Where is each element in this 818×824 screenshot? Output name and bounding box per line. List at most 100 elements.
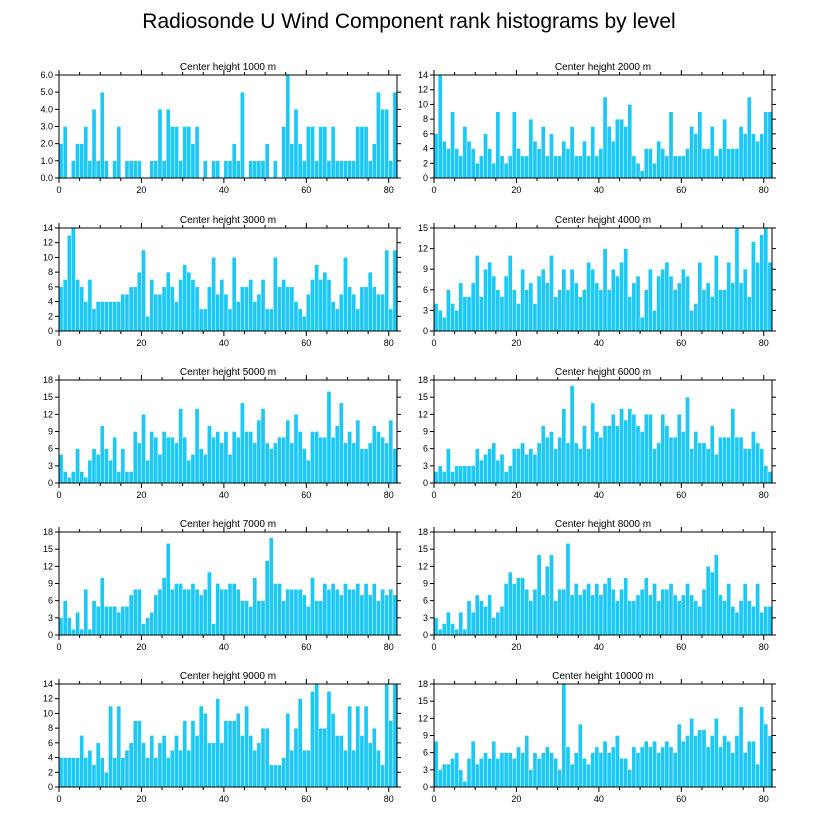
bar [79,143,84,179]
bar [697,262,703,332]
bar [635,594,641,636]
bar [157,454,163,484]
bar [709,296,715,332]
bar [244,600,249,636]
bar [100,91,105,179]
bar [454,148,459,179]
bar [660,148,666,179]
bar [594,583,600,636]
bar [132,720,138,788]
bar [718,289,723,332]
bar [763,465,769,484]
bar [215,698,220,788]
bar [606,126,612,179]
bar [578,296,583,332]
bar [747,741,752,788]
bar [528,769,534,788]
panel-8: Center height 8000 m 0 20 40 60 80 0 3 6 9 12 15 18 [418,519,776,652]
bar [256,419,262,484]
bar [116,126,122,179]
bar [475,255,480,332]
bar [458,611,464,636]
bar [631,414,637,484]
bar [751,606,756,636]
bar [718,746,723,788]
bar [62,757,68,788]
bar [252,160,258,179]
bar [108,606,113,636]
bar [318,437,324,484]
bar [306,294,311,332]
bar [660,589,666,636]
bar [194,735,200,788]
y-tick-label: 12 [418,85,428,95]
bar [297,589,303,636]
y-tick-label: 3 [423,765,428,775]
bar [446,289,451,332]
bar [141,414,146,484]
bar [281,757,286,788]
bar [763,111,769,179]
bar [223,589,229,636]
bar [437,769,443,788]
bar [759,234,764,332]
x-tick-label: 0 [56,794,61,804]
bar [466,600,472,636]
bar [726,148,731,179]
panel-title: Center height 7000 m [180,519,276,530]
bar [211,257,216,332]
bar [660,746,666,788]
bar [178,160,183,179]
bar [306,750,311,788]
bar [157,589,163,636]
bar [83,477,89,484]
x-tick-label: 40 [594,338,604,348]
y-tick-label: 0 [423,782,428,792]
y-tick-label: 0 [48,326,53,336]
panel-title: Center height 2000 m [555,62,651,73]
bar [437,465,443,484]
y-tick-label: 9 [423,427,428,437]
bar [656,275,661,332]
bar [734,735,740,788]
bar [153,594,159,636]
bar [503,471,509,484]
bar [627,296,633,332]
panel-9: Center height 9000 m 0 20 40 60 80 0 2 4 6 8 10 12 14 [43,671,401,804]
bar [108,301,113,332]
bar [367,594,373,636]
bar [553,155,558,179]
bar [524,454,530,484]
x-tick-label: 20 [136,642,146,652]
bar [462,126,468,179]
bar [685,396,690,484]
bar [644,577,649,636]
bar [635,425,641,484]
bar [734,611,740,636]
bar [648,746,653,788]
bar [433,471,439,484]
bar [437,629,443,636]
bar [355,583,361,636]
bar [211,623,216,636]
bar [644,414,649,484]
y-tick-label: 9 [48,427,53,437]
bar [697,729,703,788]
y-tick-label: 18 [43,375,53,385]
bar [71,227,76,332]
bar [606,752,612,788]
x-tick-label: 60 [676,185,686,195]
bar [227,720,233,788]
bar [285,286,291,332]
bar [137,442,142,484]
bar [223,294,229,332]
x-tick-label: 0 [431,490,436,500]
bar [602,425,608,484]
x-tick-label: 80 [759,338,769,348]
bar [697,606,703,636]
bar [722,289,727,332]
bar [95,606,101,636]
bar [281,437,286,484]
bar [709,126,715,179]
bar [120,606,126,636]
